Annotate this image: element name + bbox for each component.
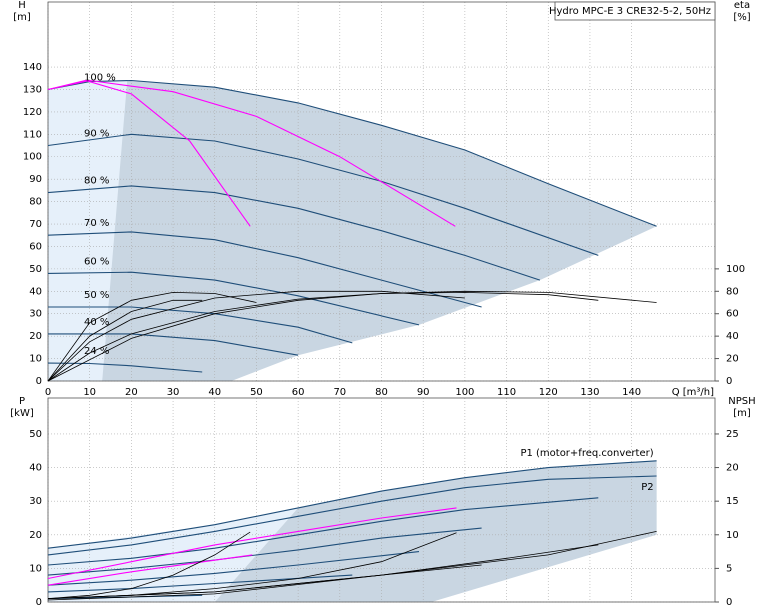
curve xyxy=(47,554,253,586)
title-box xyxy=(554,1,716,21)
curve xyxy=(47,299,203,382)
curve xyxy=(47,79,251,227)
curve-label: P1 (motor+freq.converter) xyxy=(520,448,653,459)
y-tick-label: 50 xyxy=(29,429,42,440)
x-axis-label: Q [m³/h] xyxy=(672,387,714,398)
x-tick-label: 0 xyxy=(45,387,51,398)
y-tick-label: 50 xyxy=(29,264,42,275)
curve xyxy=(47,79,657,227)
y-tick-label: 0 xyxy=(36,597,42,608)
y-tick-label: 90 xyxy=(29,174,42,185)
curve xyxy=(47,231,482,308)
y-tick-label: 40 xyxy=(29,463,42,474)
y-tick-label: 30 xyxy=(29,496,42,507)
curve xyxy=(47,291,257,382)
x-tick-label: 120 xyxy=(539,387,558,398)
y2-tick-label: 100 xyxy=(726,264,745,275)
y-tick-label: 40 xyxy=(29,286,42,297)
curve-label: 100 % xyxy=(84,72,116,83)
y-tick-label: 110 xyxy=(23,129,42,140)
y-axis-label: H xyxy=(18,0,26,11)
x-tick-label: 100 xyxy=(455,387,474,398)
curve xyxy=(47,133,599,256)
y-axis-unit: [kW] xyxy=(10,408,34,419)
curve xyxy=(47,574,353,593)
curve xyxy=(47,290,657,382)
y2-tick-label: 20 xyxy=(726,463,739,474)
y-tick-label: 10 xyxy=(29,563,42,574)
y-tick-label: 130 xyxy=(23,84,42,95)
plot-frame xyxy=(47,1,716,382)
y-tick-label: 30 xyxy=(29,309,42,320)
curve-label: 60 % xyxy=(84,256,109,267)
x-tick-label: 30 xyxy=(167,387,180,398)
y2-tick-label: 60 xyxy=(726,309,739,320)
x-tick-label: 40 xyxy=(208,387,221,398)
curve xyxy=(47,271,420,326)
curve xyxy=(47,291,599,382)
x-tick-label: 110 xyxy=(497,387,516,398)
curve xyxy=(47,497,599,566)
curve xyxy=(47,475,657,556)
y-tick-label: 100 xyxy=(23,152,42,163)
x-tick-label: 90 xyxy=(417,387,430,398)
y2-tick-label: 80 xyxy=(726,286,739,297)
y2-tick-label: 0 xyxy=(726,376,732,387)
y-axis-unit: [m] xyxy=(13,12,31,23)
curve xyxy=(47,79,456,227)
y2-tick-label: 40 xyxy=(726,331,739,342)
y-tick-label: 10 xyxy=(29,354,42,365)
curve xyxy=(47,185,541,281)
x-tick-label: 50 xyxy=(250,387,263,398)
x-tick-label: 70 xyxy=(333,387,346,398)
y2-axis-label: eta xyxy=(734,0,750,11)
plot-frame xyxy=(47,397,716,603)
curve-label: 24 % xyxy=(84,346,109,357)
curve-label: 40 % xyxy=(84,317,109,328)
chart-title: Hydro MPC-E 3 CRE32-5-2, 50Hz xyxy=(549,6,711,17)
x-tick-label: 80 xyxy=(375,387,388,398)
y2-tick-label: 20 xyxy=(726,354,739,365)
curve xyxy=(47,460,657,549)
curve xyxy=(47,507,457,580)
curve xyxy=(47,527,482,576)
curve xyxy=(48,333,299,356)
y2-axis-unit: [m] xyxy=(733,408,751,419)
curve-label: 80 % xyxy=(84,176,109,187)
x-tick-label: 20 xyxy=(125,387,138,398)
curve-label: P2 xyxy=(641,482,653,493)
y-axis-label: P xyxy=(19,396,25,407)
curve xyxy=(47,531,251,599)
y2-tick-label: 0 xyxy=(726,597,732,608)
y2-axis-unit: [%] xyxy=(733,12,750,23)
y2-axis-label: NPSH xyxy=(728,396,755,407)
y2-tick-label: 25 xyxy=(726,429,739,440)
x-tick-label: 60 xyxy=(292,387,305,398)
x-tick-label: 10 xyxy=(83,387,96,398)
y-tick-label: 70 xyxy=(29,219,42,230)
y2-tick-label: 5 xyxy=(726,563,732,574)
curve xyxy=(47,362,203,373)
curve-label: 50 % xyxy=(84,290,109,301)
y-tick-label: 140 xyxy=(23,62,42,73)
operating-region xyxy=(102,80,657,382)
curve xyxy=(47,532,457,599)
curve-label: 90 % xyxy=(84,129,109,140)
y-tick-label: 20 xyxy=(29,530,42,541)
x-tick-label: 140 xyxy=(622,387,641,398)
curve xyxy=(47,551,420,586)
y-tick-label: 60 xyxy=(29,241,42,252)
y2-tick-label: 15 xyxy=(726,496,739,507)
y-tick-label: 0 xyxy=(36,376,42,387)
curve xyxy=(47,564,482,601)
y-tick-label: 20 xyxy=(29,331,42,342)
y2-tick-label: 10 xyxy=(726,530,739,541)
y-tick-label: 120 xyxy=(23,107,42,118)
y-tick-label: 80 xyxy=(29,197,42,208)
curve xyxy=(47,290,465,382)
operating-region xyxy=(214,460,657,602)
curve-label: 70 % xyxy=(84,218,109,229)
x-tick-label: 130 xyxy=(580,387,599,398)
